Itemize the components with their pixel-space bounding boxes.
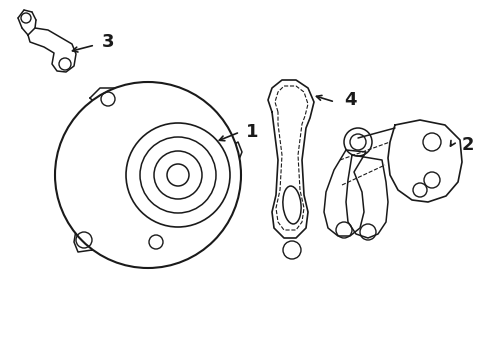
Circle shape xyxy=(126,123,230,227)
Text: 3: 3 xyxy=(102,33,114,51)
Text: 4: 4 xyxy=(344,91,356,109)
Text: 1: 1 xyxy=(246,123,258,141)
Text: 2: 2 xyxy=(462,136,474,154)
Circle shape xyxy=(167,164,189,186)
Circle shape xyxy=(55,82,241,268)
